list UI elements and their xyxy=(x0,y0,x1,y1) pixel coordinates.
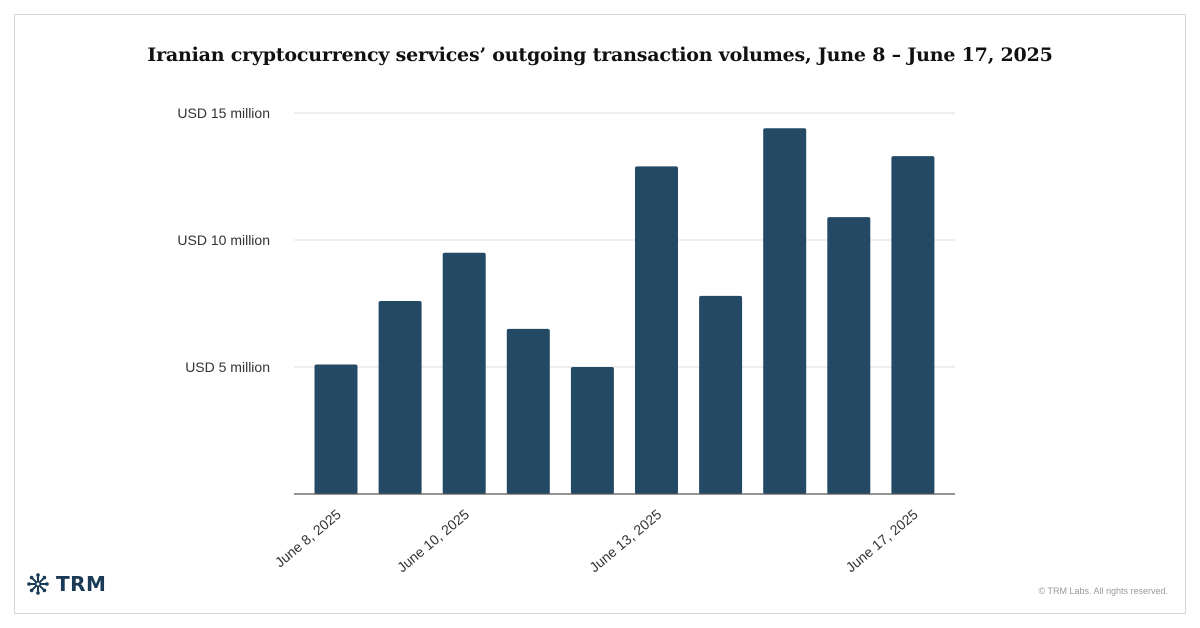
bar xyxy=(506,328,550,494)
bar xyxy=(635,166,678,494)
logo-text: TRM xyxy=(56,572,107,596)
bars xyxy=(314,128,935,495)
trm-logo: TRM xyxy=(26,572,106,596)
bar xyxy=(827,217,871,494)
y-tick-label: USD 15 million xyxy=(177,105,270,121)
x-tick-label: June 17, 2025 xyxy=(843,506,921,575)
chart-title: Iranian cryptocurrency services’ outgoin… xyxy=(147,44,1053,66)
trm-asterisk-icon xyxy=(27,573,49,595)
bar xyxy=(763,128,807,495)
bar xyxy=(570,367,614,494)
copyright-notice: © TRM Labs. All rights reserved. xyxy=(1038,586,1168,596)
bar xyxy=(314,364,358,494)
bar xyxy=(699,295,743,494)
y-axis-ticks: USD 5 million USD 10 million USD 15 millio… xyxy=(177,105,270,375)
x-tick-label: June 8, 2025 xyxy=(272,506,344,570)
y-tick-label: USD 10 million xyxy=(177,232,270,248)
y-tick-label: USD 5 million xyxy=(185,359,270,375)
x-tick-label: June 10, 2025 xyxy=(394,506,472,575)
bar xyxy=(378,300,422,494)
x-tick-label: June 13, 2025 xyxy=(586,506,664,575)
card-frame xyxy=(14,14,1186,614)
bar xyxy=(891,156,935,494)
x-axis-ticks: June 8, 2025 June 10, 2025 June 13, 2025 Ju… xyxy=(272,506,921,575)
bar xyxy=(442,252,486,494)
